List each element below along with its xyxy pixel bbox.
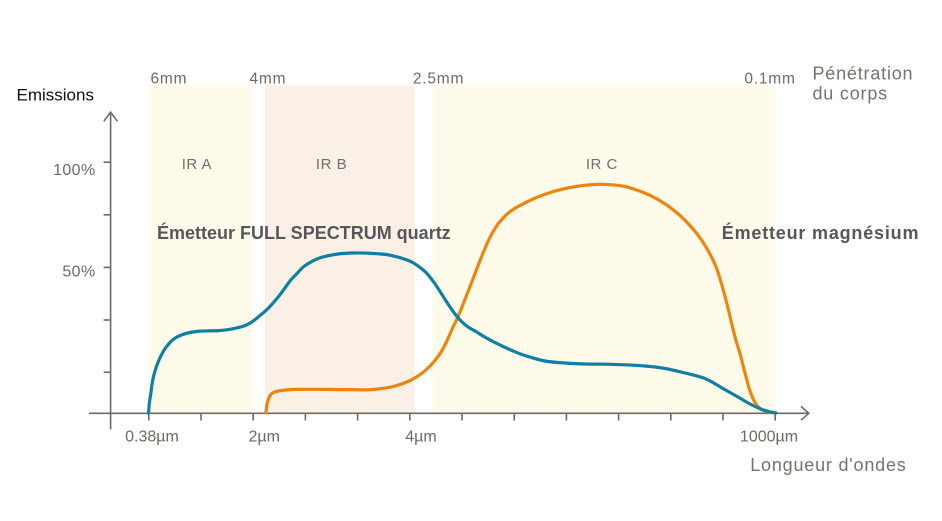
svg-text:0.1mm: 0.1mm [744,71,795,88]
svg-text:2.5mm: 2.5mm [413,71,464,88]
svg-text:50%: 50% [62,263,95,280]
svg-text:IR C: IR C [586,156,618,173]
svg-text:Longueur d'ondes: Longueur d'ondes [750,455,906,475]
svg-text:Pénétration: Pénétration [813,64,914,84]
svg-text:Émetteur magnésium: Émetteur magnésium [722,222,919,243]
svg-text:6mm: 6mm [151,71,188,88]
svg-text:IR B: IR B [316,156,347,173]
svg-text:2µm: 2µm [248,429,279,446]
svg-text:0.38µm: 0.38µm [125,429,179,446]
svg-text:4µm: 4µm [405,429,436,446]
svg-text:1000µm: 1000µm [740,429,798,446]
svg-text:Émetteur FULL SPECTRUM quartz: Émetteur FULL SPECTRUM quartz [157,222,451,243]
svg-text:IR A: IR A [182,156,212,173]
svg-text:du corps: du corps [813,84,888,104]
svg-text:100%: 100% [53,162,96,179]
svg-text:4mm: 4mm [250,71,287,88]
svg-text:Emissions: Emissions [17,86,94,105]
